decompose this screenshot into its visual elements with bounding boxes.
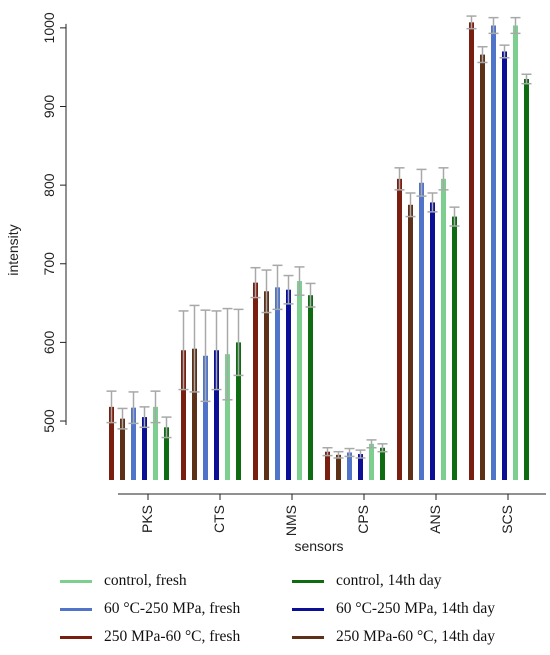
y-tick-label: 500 [41, 409, 57, 433]
legend-item-control-14th-day: control, 14th day [292, 572, 441, 590]
legend-label: 60 °C-250 MPa, fresh [104, 600, 241, 617]
bar [469, 22, 474, 480]
y-tick-label: 1000 [41, 12, 57, 43]
bar [524, 78, 529, 480]
x-tick-label: CTS [211, 505, 227, 533]
y-tick-label: 700 [41, 252, 57, 276]
bar [275, 287, 280, 480]
legend-item-60c-250mpa-14th-day: 60 °C-250 MPa, 14th day [292, 600, 495, 618]
bar [380, 447, 385, 480]
bar [347, 452, 352, 480]
bar [419, 182, 424, 480]
legend-swatch [292, 607, 324, 611]
bar [153, 406, 158, 480]
legend-label: 250 MPa-60 °C, fresh [104, 628, 241, 645]
legend-swatch [60, 579, 92, 583]
bar [120, 418, 125, 480]
bar [131, 407, 136, 480]
bar [408, 204, 413, 481]
bar [397, 178, 402, 481]
bar [480, 54, 485, 480]
y-tick-label: 600 [41, 331, 57, 355]
x-tick-label: SCS [499, 505, 515, 534]
legend-swatch [60, 635, 92, 639]
y-axis-label: intensity [5, 224, 21, 275]
bar [236, 342, 241, 480]
bar [325, 451, 330, 480]
bar [297, 281, 302, 480]
legend-item-250mpa-60c-14th-day: 250 MPa-60 °C, 14th day [292, 628, 495, 646]
legend-swatch [292, 579, 324, 583]
bar [369, 443, 374, 480]
legend-label: 60 °C-250 MPa, 14th day [336, 600, 496, 617]
bar [264, 291, 269, 480]
legend-item-250mpa-60c-fresh: 250 MPa-60 °C, fresh [60, 628, 240, 646]
bar [452, 216, 457, 481]
bar [192, 348, 197, 480]
x-tick-label: CPS [355, 505, 371, 534]
bar [441, 178, 446, 481]
legend-label: control, fresh [104, 572, 187, 589]
bar [203, 355, 208, 480]
bar [214, 350, 219, 480]
bar [430, 202, 435, 480]
bar [513, 25, 518, 481]
x-axis-label: sensors [294, 538, 343, 554]
legend-item-60c-250mpa-fresh: 60 °C-250 MPa, fresh [60, 600, 240, 618]
legend-label: control, 14th day [336, 572, 442, 589]
legend-swatch [60, 607, 92, 611]
bar [164, 427, 169, 480]
bar [142, 417, 147, 480]
bar [225, 354, 230, 480]
x-tick-label: NMS [283, 505, 299, 536]
bar [491, 25, 496, 481]
bar [109, 406, 114, 480]
bar [181, 350, 186, 480]
x-tick-label: ANS [427, 505, 443, 534]
x-tick-label: PKS [139, 505, 155, 533]
bar [286, 289, 291, 480]
y-tick-label: 900 [41, 95, 57, 119]
bar [336, 454, 341, 480]
legend-item-control-fresh: control, fresh [60, 572, 187, 590]
y-tick-label: 800 [41, 173, 57, 197]
bar [358, 454, 363, 480]
bar [253, 282, 258, 480]
plot-area: 500 600 700 800 900 1000 PKS CTS NMS CPS ANS SCS [41, 12, 546, 536]
bar [308, 295, 313, 480]
legend-swatch [292, 635, 324, 639]
legend-label: 250 MPa-60 °C, 14th day [336, 628, 496, 645]
bar [502, 51, 507, 480]
